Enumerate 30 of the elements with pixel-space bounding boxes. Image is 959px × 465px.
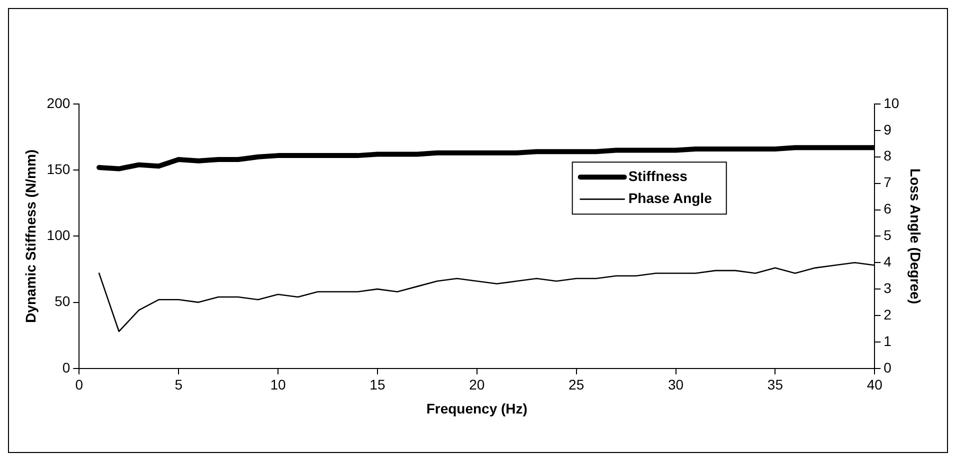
x-tick-label: 30 xyxy=(668,376,684,393)
y2-tick-label: 3 xyxy=(884,280,892,296)
x-tick-label: 35 xyxy=(767,376,784,393)
y2-tick-label: 9 xyxy=(884,121,892,138)
y2-tick-label: 5 xyxy=(884,227,892,244)
y2-tick-label: 10 xyxy=(884,94,900,111)
x-tick-label: 10 xyxy=(270,376,286,393)
y2-axis-title: Loss Angle (Degree) xyxy=(908,168,924,304)
y2-tick-label: 8 xyxy=(884,148,892,164)
x-axis-title: Frequency (Hz) xyxy=(426,400,528,416)
legend-label: Phase Angle xyxy=(628,190,712,206)
y2-tick-label: 0 xyxy=(884,359,892,376)
y-tick-label: 200 xyxy=(46,94,70,111)
y2-tick-label: 4 xyxy=(884,254,892,270)
y-tick-label: 50 xyxy=(54,293,70,310)
y2-tick-label: 7 xyxy=(884,174,892,190)
y-tick-label: 150 xyxy=(46,160,70,177)
y-axis-title: Dynamic Stiffness (N/mm) xyxy=(22,149,38,323)
x-tick-label: 25 xyxy=(568,376,584,393)
x-tick-label: 20 xyxy=(469,376,485,393)
x-tick-label: 0 xyxy=(75,376,84,393)
y2-tick-label: 1 xyxy=(884,332,892,349)
legend-label: Stiffness xyxy=(628,168,688,184)
x-tick-label: 15 xyxy=(370,376,386,393)
x-tick-label: 40 xyxy=(866,376,883,393)
x-tick-label: 5 xyxy=(174,376,183,393)
y-tick-label: 100 xyxy=(46,227,70,244)
y2-tick-label: 6 xyxy=(884,200,892,217)
y2-tick-label: 2 xyxy=(884,306,892,322)
y-tick-label: 0 xyxy=(62,359,70,376)
